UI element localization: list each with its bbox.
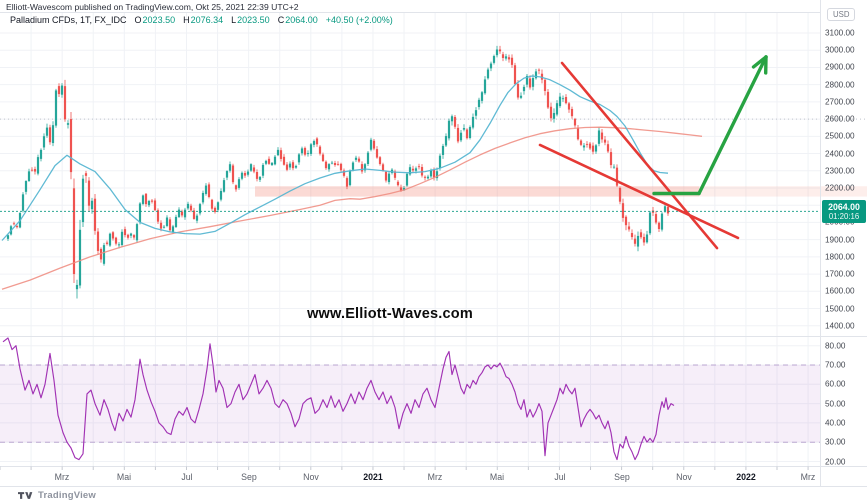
time-tick-label: 2022 <box>736 472 756 482</box>
price-tick-label: 2200.00 <box>825 183 855 193</box>
time-tick-label: Nov <box>676 472 692 482</box>
pane-separators <box>0 0 867 487</box>
rsi-tick-label: 20.00 <box>825 457 846 466</box>
time-tick-label: Mrz <box>54 472 70 482</box>
time-scale[interactable]: Mrz Mai Jul Sep Nov 2021 Mrz Mai Jul Sep Nov 2022 Mr… <box>0 466 820 486</box>
price-tick-label: 2800.00 <box>825 80 855 90</box>
time-tick-label: Jul <box>554 472 566 482</box>
tradingview-logo-icon[interactable] <box>18 490 33 501</box>
time-tick-label: Mrz <box>427 472 443 482</box>
rsi-tick-label: 60.00 <box>825 379 846 389</box>
rsi-band <box>0 364 820 443</box>
rsi-tick-label: 80.00 <box>825 341 846 351</box>
currency-badge[interactable]: USD <box>827 8 856 21</box>
tradingview-brand[interactable]: TradingView <box>38 490 96 501</box>
price-tick-label: 1700.00 <box>825 269 855 279</box>
price-tick-label: 1900.00 <box>825 235 855 245</box>
rsi-tick-label: 50.00 <box>825 399 846 409</box>
time-tick-label: Jul <box>181 472 193 482</box>
trendline-upper[interactable] <box>560 61 719 250</box>
price-tick-label: 3100.00 <box>825 28 855 38</box>
grid-lines <box>0 12 820 466</box>
price-scale[interactable]: USD 3100.00 3000.00 2900.00 2800.00 2700.00 2… <box>821 0 867 486</box>
time-tick-label: 2021 <box>363 472 383 482</box>
time-tick-label: Sep <box>614 472 630 482</box>
ma-fast-line <box>1 75 669 241</box>
price-tick-label: 2500.00 <box>825 131 855 141</box>
rsi-line <box>2 337 675 461</box>
published-header: Elliott-Wavescom published on TradingVie… <box>6 2 299 12</box>
breakout-arrow[interactable] <box>652 55 768 196</box>
price-tick-label: 2900.00 <box>825 62 855 72</box>
legend-close: C 2064.00 <box>277 15 318 25</box>
price-tick-label: 3000.00 <box>825 45 855 55</box>
price-tick-label: 2600.00 <box>825 114 855 124</box>
price-tick-label: 2400.00 <box>825 149 855 159</box>
price-tick-label: 2700.00 <box>825 97 855 107</box>
time-tick-label: Mai <box>116 472 132 482</box>
candlestick-series <box>6 45 670 299</box>
legend-change: +40.50 (+2.00%) <box>325 15 393 25</box>
legend-high: H 2076.34 <box>183 15 224 25</box>
symbol-title[interactable]: Palladium CFDs, 1T, FX_IDC <box>10 15 127 25</box>
trendlines[interactable] <box>538 61 740 250</box>
time-tick-label: Mrz <box>800 472 816 482</box>
watermark: www.Elliott-Waves.com <box>307 306 473 322</box>
time-tick-label: Sep <box>241 472 257 482</box>
footer-bar: TradingView <box>0 487 867 504</box>
price-tick-label: 1600.00 <box>825 286 855 296</box>
price-tick-label: 1400.00 <box>825 321 855 331</box>
rsi-tick-label: 70.00 <box>825 360 846 370</box>
rsi-tick-label: 40.00 <box>825 418 846 428</box>
legend-open: O 2023.50 <box>134 15 176 25</box>
price-tick-label: 1800.00 <box>825 252 855 262</box>
resistance-band <box>255 186 867 197</box>
time-tick-label: Nov <box>303 472 319 482</box>
ma-slow-line <box>1 126 703 290</box>
trendline-lower[interactable] <box>538 143 740 240</box>
legend-low: L 2023.50 <box>231 15 270 25</box>
bar-countdown: 01:20:16 <box>828 212 860 221</box>
current-price-badge: 2064.00 01:20:16 <box>822 200 866 223</box>
symbol-legend[interactable]: Palladium CFDs, 1T, FX_IDC O 2023.50 H 207… <box>10 15 393 25</box>
rsi-tick-label: 30.00 <box>825 437 846 447</box>
current-price-value: 2064.00 <box>828 202 860 212</box>
time-tick-label: Mai <box>489 472 505 482</box>
price-tick-label: 1500.00 <box>825 304 855 314</box>
price-tick-label: 2300.00 <box>825 166 855 176</box>
